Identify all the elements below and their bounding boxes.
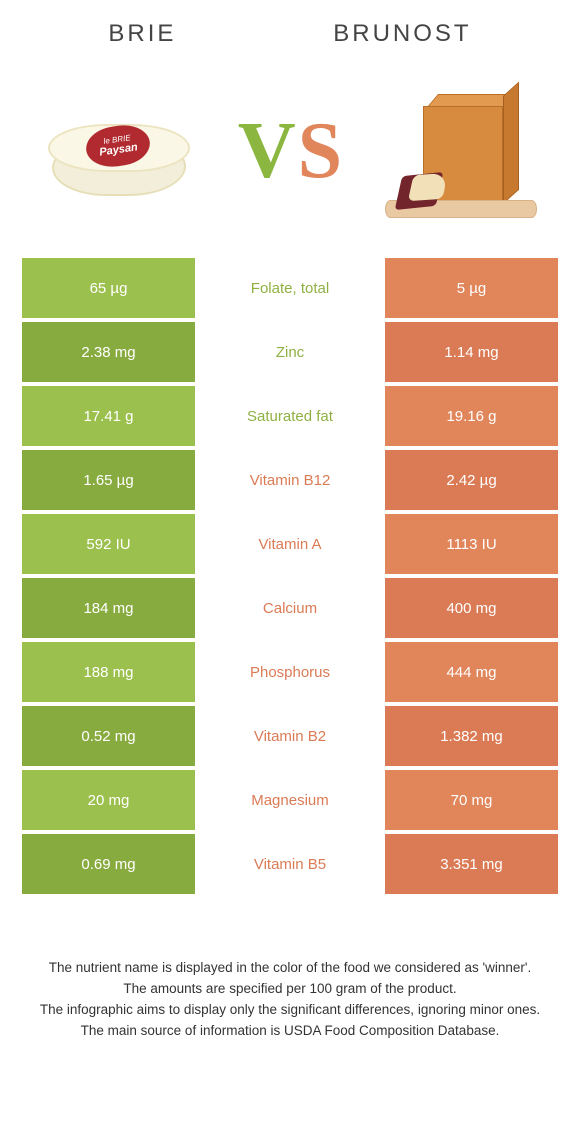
- vs-v: V: [238, 111, 296, 191]
- footer-line: The amounts are specified per 100 gram o…: [30, 979, 550, 1000]
- right-value: 19.16 g: [385, 386, 558, 446]
- table-row: 184 mgCalcium400 mg: [22, 578, 558, 638]
- right-value: 444 mg: [385, 642, 558, 702]
- nutrient-label: Vitamin B12: [195, 450, 385, 510]
- right-value: 5 µg: [385, 258, 558, 318]
- table-row: 2.38 mgZinc1.14 mg: [22, 322, 558, 382]
- left-value: 65 µg: [22, 258, 195, 318]
- right-value: 2.42 µg: [385, 450, 558, 510]
- comparison-table: 65 µgFolate, total5 µg2.38 mgZinc1.14 mg…: [22, 258, 558, 894]
- footer-line: The infographic aims to display only the…: [30, 1000, 550, 1021]
- nutrient-label: Vitamin B2: [195, 706, 385, 766]
- table-row: 17.41 gSaturated fat19.16 g: [22, 386, 558, 446]
- table-row: 65 µgFolate, total5 µg: [22, 258, 558, 318]
- left-value: 0.52 mg: [22, 706, 195, 766]
- footer-line: The main source of information is USDA F…: [30, 1021, 550, 1042]
- left-value: 20 mg: [22, 770, 195, 830]
- nutrient-label: Phosphorus: [195, 642, 385, 702]
- vs-s: S: [298, 111, 343, 191]
- title-right: Brunost: [333, 20, 471, 48]
- nutrient-label: Vitamin A: [195, 514, 385, 574]
- table-row: 0.69 mgVitamin B53.351 mg: [22, 834, 558, 894]
- table-row: 20 mgMagnesium70 mg: [22, 770, 558, 830]
- brunost-image: [381, 81, 541, 221]
- table-row: 1.65 µgVitamin B122.42 µg: [22, 450, 558, 510]
- table-row: 592 IUVitamin A1113 IU: [22, 514, 558, 574]
- left-value: 2.38 mg: [22, 322, 195, 382]
- footer-notes: The nutrient name is displayed in the co…: [0, 898, 580, 1042]
- nutrient-label: Vitamin B5: [195, 834, 385, 894]
- brie-image: le BRIE Paysan: [39, 81, 199, 221]
- right-value: 400 mg: [385, 578, 558, 638]
- nutrient-label: Calcium: [195, 578, 385, 638]
- footer-line: The nutrient name is displayed in the co…: [30, 958, 550, 979]
- left-value: 188 mg: [22, 642, 195, 702]
- right-value: 70 mg: [385, 770, 558, 830]
- left-value: 592 IU: [22, 514, 195, 574]
- right-value: 3.351 mg: [385, 834, 558, 894]
- nutrient-label: Saturated fat: [195, 386, 385, 446]
- left-value: 1.65 µg: [22, 450, 195, 510]
- table-row: 0.52 mgVitamin B21.382 mg: [22, 706, 558, 766]
- vs-label: V S: [238, 111, 342, 191]
- left-value: 0.69 mg: [22, 834, 195, 894]
- right-value: 1.382 mg: [385, 706, 558, 766]
- header: Brie Brunost: [0, 0, 580, 58]
- nutrient-label: Magnesium: [195, 770, 385, 830]
- right-value: 1113 IU: [385, 514, 558, 574]
- title-left: Brie: [108, 20, 176, 48]
- images-row: le BRIE Paysan V S: [0, 58, 580, 258]
- left-value: 184 mg: [22, 578, 195, 638]
- nutrient-label: Folate, total: [195, 258, 385, 318]
- nutrient-label: Zinc: [195, 322, 385, 382]
- table-row: 188 mgPhosphorus444 mg: [22, 642, 558, 702]
- left-value: 17.41 g: [22, 386, 195, 446]
- right-value: 1.14 mg: [385, 322, 558, 382]
